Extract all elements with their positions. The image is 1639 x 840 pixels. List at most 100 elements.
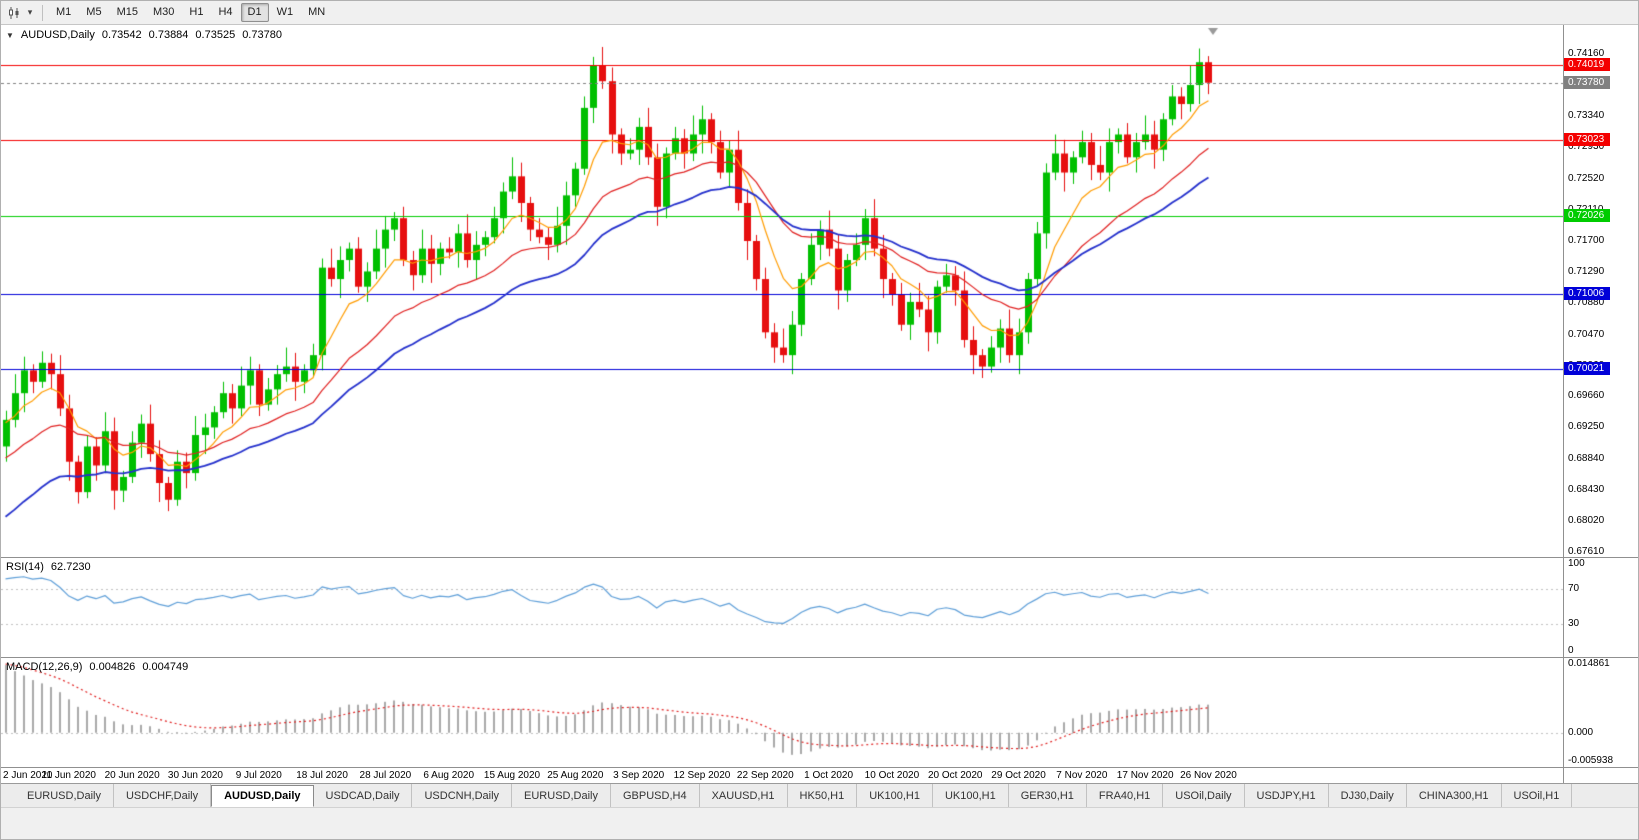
price-tick-label: 0.71700 — [1568, 235, 1605, 247]
main-chart-canvas[interactable] — [1, 25, 1563, 557]
tab-eurusd-daily[interactable]: EURUSD,Daily — [15, 784, 114, 807]
ohlc-low: 0.73525 — [195, 29, 236, 41]
tab-usdjpy-h1[interactable]: USDJPY,H1 — [1244, 784, 1329, 807]
price-tick-label: 0.70470 — [1568, 328, 1605, 340]
date-label: 3 Sep 2020 — [613, 770, 665, 781]
level-price-badge: 0.73023 — [1564, 133, 1610, 147]
tab-uk100-h1[interactable]: UK100,H1 — [932, 784, 1009, 807]
candlestick-chart-icon[interactable] — [5, 4, 23, 22]
macd-tick-label: 0.014861 — [1568, 658, 1610, 669]
date-label: 29 Oct 2020 — [991, 770, 1046, 781]
date-label: 15 Aug 2020 — [483, 770, 541, 781]
tab-ger30-h1[interactable]: GER30,H1 — [1008, 784, 1087, 807]
timeframe-m30[interactable]: M30 — [152, 6, 175, 18]
price-tick-label: 0.67610 — [1568, 546, 1605, 557]
tab-uk100-h1[interactable]: UK100,H1 — [857, 784, 933, 807]
timeframe-h1[interactable]: H1 — [189, 6, 204, 18]
rsi-label: RSI(14) 62.7230 — [6, 561, 91, 573]
date-label: 6 Aug 2020 — [423, 770, 475, 781]
timeframe-buttons: M1 M5 M15 M30 H1 H4 D1 W1 MN — [49, 3, 332, 22]
date-label: 28 Jul 2020 — [359, 770, 412, 781]
toolbar-separator — [42, 4, 43, 21]
tab-usoil-daily[interactable]: USOil,Daily — [1163, 784, 1245, 807]
tab-dj30-daily[interactable]: DJ30,Daily — [1328, 784, 1407, 807]
date-label: 10 Oct 2020 — [864, 770, 920, 781]
timeframe-d1[interactable]: D1 — [240, 3, 269, 22]
ohlc-high: 0.73884 — [148, 29, 189, 41]
date-label: 7 Nov 2020 — [1056, 770, 1108, 781]
tab-xauusd-h1[interactable]: XAUUSD,H1 — [699, 784, 788, 807]
rsi-tick-label: 70 — [1568, 582, 1580, 594]
time-axis[interactable]: 2 Jun 2020 11 Jun 2020 20 Jun 2020 30 Jun 2… — [1, 767, 1638, 783]
tab-hk50-h1[interactable]: HK50,H1 — [787, 784, 858, 807]
time-axis-plot[interactable]: 2 Jun 2020 11 Jun 2020 20 Jun 2020 30 Jun 2… — [1, 768, 1563, 783]
tab-audusd-daily[interactable]: AUDUSD,Daily — [211, 785, 314, 807]
date-label: 9 Jul 2020 — [235, 770, 282, 781]
macd-signal-value: 0.004749 — [142, 661, 189, 673]
price-tick-label: 0.72930 — [1568, 141, 1605, 153]
macd-panel: MACD(12,26,9) 0.004826 0.004749 0.014861… — [1, 657, 1638, 767]
tab-china300-h1[interactable]: CHINA300,H1 — [1406, 784, 1502, 807]
level-price-badge: 0.72026 — [1564, 209, 1610, 223]
date-label: 26 Nov 2020 — [1180, 770, 1237, 781]
chevron-down-icon[interactable]: ▼ — [6, 30, 14, 40]
date-label: 11 Jun 2020 — [41, 770, 96, 781]
macd-tick-label: 0.000 — [1568, 726, 1594, 738]
date-label: 22 Sep 2020 — [736, 770, 794, 781]
date-label: 1 Oct 2020 — [804, 770, 854, 781]
ohlc-close: 0.73780 — [242, 29, 282, 41]
date-label: 25 Aug 2020 — [547, 770, 604, 781]
main-chart-panel: ▼ AUDUSD,Daily 0.73542 0.73884 0.73525 0… — [1, 25, 1638, 557]
rsi-tick-label: 100 — [1568, 558, 1585, 569]
macd-axis[interactable]: 0.014861 0.000 -0.005938 — [1563, 658, 1638, 767]
main-plot[interactable]: ▼ AUDUSD,Daily 0.73542 0.73884 0.73525 0… — [1, 25, 1563, 557]
date-label: 30 Jun 2020 — [167, 770, 223, 781]
timeframe-m5[interactable]: M5 — [86, 6, 102, 18]
price-tick-label: 0.68840 — [1568, 452, 1605, 464]
tab-usdcnh-daily[interactable]: USDCNH,Daily — [412, 784, 513, 807]
rsi-panel: RSI(14) 62.7230 100 70 30 0 — [1, 557, 1638, 657]
date-label: 17 Nov 2020 — [1116, 770, 1174, 781]
level-price-badge: 0.74019 — [1564, 57, 1610, 71]
price-tick-label: 0.73340 — [1568, 110, 1605, 122]
chart-title: ▼ AUDUSD,Daily 0.73542 0.73884 0.73525 0… — [6, 29, 282, 41]
timeframe-mn[interactable]: MN — [308, 6, 326, 18]
rsi-tick-label: 0 — [1568, 645, 1574, 656]
tab-usoil-h1[interactable]: USOil,H1 — [1501, 784, 1573, 807]
status-strip — [1, 807, 1638, 839]
level-price-badge: 0.71006 — [1564, 286, 1610, 300]
macd-tick-label: -0.005938 — [1568, 755, 1614, 766]
rsi-axis[interactable]: 100 70 30 0 — [1563, 558, 1638, 657]
price-tick-label: 0.69660 — [1568, 390, 1605, 402]
macd-main-value: 0.004826 — [89, 661, 136, 673]
price-tick-label: 0.70880 — [1568, 297, 1605, 309]
price-tick-label: 0.72520 — [1568, 172, 1605, 184]
date-label: 2 Jun 2020 — [3, 770, 53, 781]
rsi-plot[interactable]: RSI(14) 62.7230 — [1, 558, 1563, 657]
chevron-down-icon[interactable]: ▾ — [27, 7, 33, 17]
timeframe-m15[interactable]: M15 — [116, 6, 138, 18]
tab-fra40-h1[interactable]: FRA40,H1 — [1086, 784, 1164, 807]
tab-usdchf-daily[interactable]: USDCHF,Daily — [113, 784, 212, 807]
rsi-name: RSI(14) — [6, 561, 44, 573]
current-price-badge: 0.73780 — [1564, 75, 1610, 89]
macd-canvas[interactable] — [1, 658, 1563, 767]
tab-usdcad-daily[interactable]: USDCAD,Daily — [313, 784, 413, 807]
rsi-canvas[interactable] — [1, 558, 1563, 657]
price-axis[interactable]: 0.741600.737500.733400.729300.725200.721… — [1563, 25, 1638, 557]
date-label: 20 Oct 2020 — [927, 770, 983, 781]
toolbar: ▾ M1 M5 M15 M30 H1 H4 D1 W1 MN — [1, 1, 1638, 25]
time-axis-corner — [1563, 768, 1638, 783]
tab-gbpusd-h4[interactable]: GBPUSD,H4 — [611, 784, 700, 807]
macd-label: MACD(12,26,9) 0.004826 0.004749 — [6, 661, 188, 673]
macd-plot[interactable]: MACD(12,26,9) 0.004826 0.004749 — [1, 658, 1563, 767]
tab-eurusd-daily[interactable]: EURUSD,Daily — [512, 784, 611, 807]
timeframe-w1[interactable]: W1 — [276, 6, 294, 18]
timeframe-m1[interactable]: M1 — [56, 6, 72, 18]
date-label: 20 Jun 2020 — [104, 770, 160, 781]
chart-symbol: AUDUSD,Daily — [20, 29, 95, 41]
macd-name: MACD(12,26,9) — [6, 661, 83, 673]
date-label: 18 Jul 2020 — [296, 770, 348, 781]
timeframe-h4[interactable]: H4 — [218, 6, 233, 18]
